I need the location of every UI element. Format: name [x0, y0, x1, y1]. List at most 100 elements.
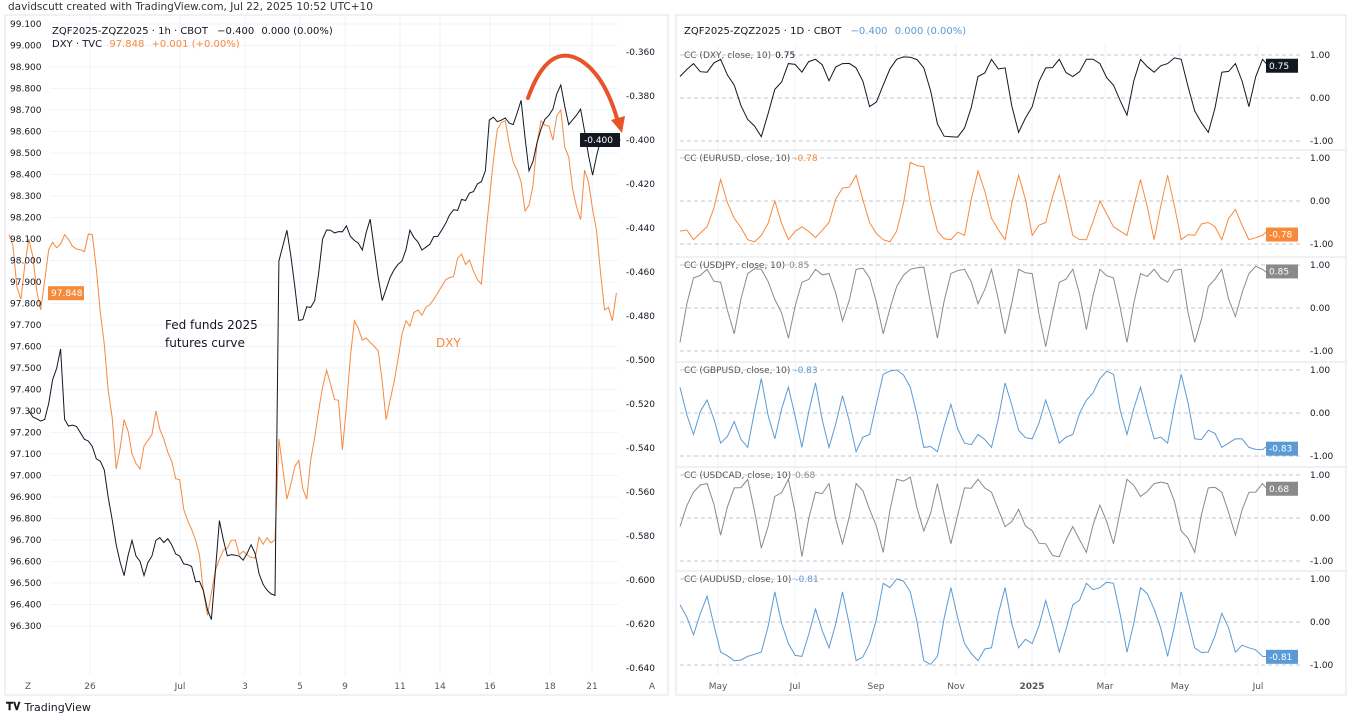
pane-label: CC (USDCAD, close, 10) 0.68: [684, 471, 815, 481]
left-axis-tick: 96.700: [10, 536, 42, 546]
right-axis-tick: -0.600: [626, 576, 655, 586]
correlation-pane[interactable]: 1.00 0.00 -1.00 CC (GBPUSD, close, 10) -0.83…: [676, 361, 1346, 462]
pane-last-badge: [1266, 649, 1298, 664]
left-axis-tick: 96.600: [10, 558, 42, 568]
correlation-line: [679, 56, 1277, 138]
pane-indicator-value: -0.83: [794, 366, 817, 376]
zq-spread-series-line: [28, 83, 621, 620]
right-legend-last: −0.400: [851, 26, 888, 37]
left-axis-tick: 99.100: [10, 20, 42, 30]
annotation-fed-funds: Fed funds 2025: [165, 318, 258, 332]
correlation-line: [679, 476, 1277, 558]
right-time-tick: 2025: [1019, 682, 1044, 692]
pane-last-value: -0.81: [1269, 653, 1292, 663]
right-axis-tick: -0.380: [626, 92, 655, 102]
pane-last-value: 0.85: [1269, 267, 1289, 277]
left-axis-tick: 99.000: [10, 42, 42, 52]
pane-indicator-name: CC (AUDUSD, close, 10): [684, 575, 791, 585]
pane-axis-tick: 0.00: [1310, 304, 1330, 314]
left-axis-tick: 97.300: [10, 407, 42, 417]
left-price-axis[interactable]: 99.100 99.000 98.900 98.800 98.700 98.600 98.5…: [10, 20, 655, 674]
pane-axis-tick: -1.00: [1310, 452, 1334, 462]
pane-label: CC (USDJPY, close, 10) 0.85: [684, 261, 809, 271]
pane-label: CC (EURUSD, close, 10) -0.78: [684, 154, 818, 164]
correlation-panes: 1.00 0.00 -1.00 CC (DXY, close, 10) 0.75 0.75…: [676, 51, 1346, 671]
pane-last-value: 0.68: [1269, 485, 1289, 495]
pane-indicator-name: CC (USDCAD, close, 10): [684, 471, 791, 481]
pane-indicator-value: -0.81: [795, 575, 818, 585]
pane-indicator-value: 0.75: [775, 51, 795, 61]
pane-last-badge: [1266, 58, 1298, 73]
pane-axis-tick: -1.00: [1310, 661, 1334, 671]
left-axis-tick: 96.800: [10, 515, 42, 525]
left-axis-tick: 97.200: [10, 429, 42, 439]
chart-credit: davidscutt created with TradingView.com,…: [8, 1, 373, 13]
right-time-tick: Jul: [1252, 682, 1264, 692]
right-legend-change: 0.000 (0.00%): [895, 26, 966, 37]
left-axis-tick: 96.300: [10, 622, 42, 632]
pane-indicator-name: CC (DXY, close, 10): [684, 51, 771, 61]
pane-axis-tick: 0.00: [1310, 94, 1330, 104]
left-axis-tick: 98.500: [10, 149, 42, 159]
right-axis-tick: -0.500: [626, 356, 655, 366]
pane-axis-tick: 1.00: [1310, 471, 1330, 481]
right-time-tick: May: [709, 682, 728, 692]
pane-axis-tick: 0.00: [1310, 197, 1330, 207]
pane-axis-tick: 1.00: [1310, 154, 1330, 164]
time-axis[interactable]: Z 26 Jul 3 5 9 11 14 16 18 21 A May Jul Sep Nov 2025 Mar M…: [25, 682, 1264, 692]
left-axis-tick: 98.200: [10, 214, 42, 224]
legend-series2-change: +0.001 (+0.00%): [152, 39, 240, 50]
pane-indicator-name: CC (GBPUSD, close, 10): [684, 366, 790, 376]
left-axis-tick: 98.300: [10, 192, 42, 202]
footer: 𝐓𝐕 TradingView: [6, 700, 91, 714]
pane-label: CC (DXY, close, 10) 0.75: [684, 51, 795, 61]
right-chart-frame: [675, 14, 1347, 696]
right-axis-tick: -0.620: [626, 620, 655, 630]
correlation-pane[interactable]: 1.00 0.00 -1.00 CC (USDCAD, close, 10) 0.68 0…: [676, 466, 1346, 567]
right-time-tick: Mar: [1097, 682, 1114, 692]
time-tick: 5: [297, 682, 303, 692]
pane-axis-tick: -1.00: [1310, 240, 1334, 250]
legend-series1-change: 0.000 (0.00%): [261, 26, 332, 37]
legend-series1: ZQF2025-ZQZ2025 · 1h · CBOT −0.400 0.000…: [52, 26, 333, 37]
left-axis-tick: 97.900: [10, 278, 42, 288]
correlation-pane[interactable]: 1.00 0.00 -1.00 CC (EURUSD, close, 10) -0.78…: [676, 149, 1346, 250]
legend-series2: DXY · TVC 97.848 +0.001 (+0.00%): [52, 39, 240, 50]
trend-arrow-curve: [526, 53, 620, 124]
legend-series2-last: 97.848: [109, 39, 144, 50]
pane-last-badge: [1266, 264, 1298, 279]
time-tick: 14: [434, 682, 446, 692]
pane-axis-tick: -1.00: [1310, 557, 1334, 567]
legend-series2-name: DXY · TVC: [52, 39, 102, 50]
right-time-tick: Sep: [868, 682, 885, 692]
left-axis-tick: 97.100: [10, 450, 42, 460]
left-axis-tick: 97.500: [10, 364, 42, 374]
footer-brand: TradingView: [24, 700, 91, 714]
left-axis-tick: 96.400: [10, 601, 42, 611]
right-axis-tick: -0.440: [626, 224, 655, 234]
pane-last-badge: [1266, 481, 1298, 496]
pane-axis-tick: 1.00: [1310, 261, 1330, 271]
pane-axis-tick: -1.00: [1310, 137, 1334, 147]
left-axis-tick: 98.900: [10, 63, 42, 73]
pane-last-value: -0.78: [1269, 231, 1293, 241]
correlation-pane[interactable]: 1.00 0.00 -1.00 CC (USDJPY, close, 10) 0.85 0…: [676, 256, 1346, 357]
correlation-pane[interactable]: 1.00 0.00 -1.00 CC (DXY, close, 10) 0.75 0.75: [679, 51, 1334, 147]
dxy-last-value: 97.848: [51, 289, 83, 299]
legend-series1-last: −0.400: [217, 26, 254, 37]
left-axis-tick: 98.700: [10, 106, 42, 116]
time-tick: 18: [544, 682, 556, 692]
left-axis-tick: 98.400: [10, 171, 42, 181]
right-axis-tick: -0.480: [626, 312, 655, 322]
annotation-futures-curve: futures curve: [165, 336, 245, 350]
left-axis-tick: 96.500: [10, 579, 42, 589]
pane-last-badge: [1266, 441, 1298, 456]
right-axis-tick: -0.460: [626, 268, 655, 278]
right-axis-tick: -0.400: [626, 136, 655, 146]
time-tick: Jul: [174, 682, 186, 692]
correlation-pane[interactable]: 1.00 0.00 -1.00 CC (AUDUSD, close, 10) -0.81…: [676, 570, 1346, 671]
time-tick: Z: [25, 682, 31, 692]
pane-axis-tick: 1.00: [1310, 575, 1330, 585]
correlation-line: [679, 161, 1277, 243]
